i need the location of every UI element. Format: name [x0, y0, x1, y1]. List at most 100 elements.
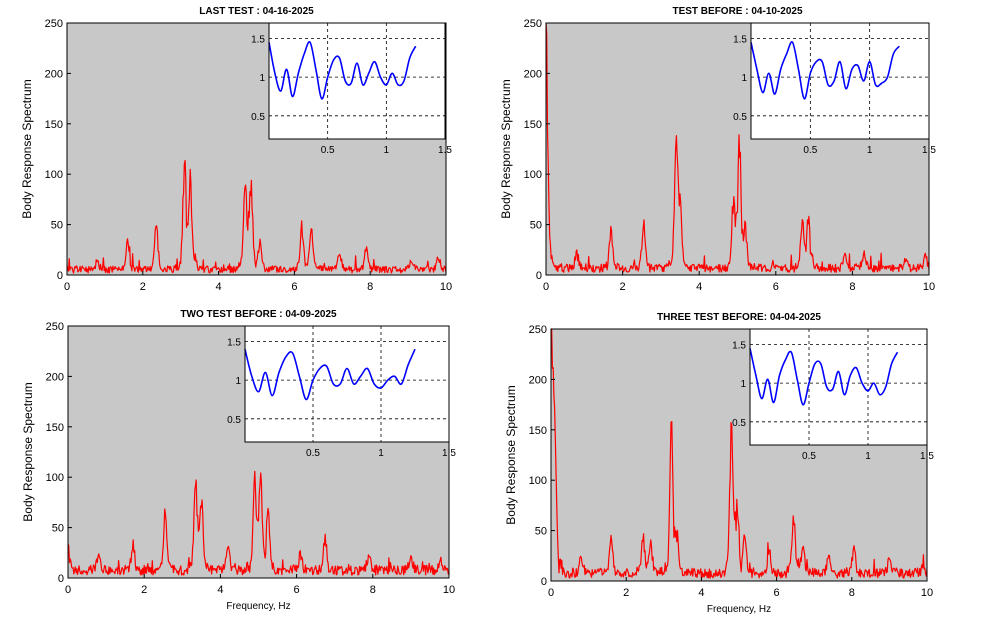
inset-plot: 0.5 1 1.5 0.5 1 1.5 [732, 328, 934, 462]
y-tick-label: 50 [51, 220, 63, 232]
y-tick-label: 0 [58, 573, 64, 585]
chart-title: LAST TEST : 04-16-2025 [199, 6, 314, 17]
y-tick-label: 50 [530, 220, 542, 232]
y-tick-label: 100 [524, 169, 542, 181]
inset-x-tick-label: 1 [384, 145, 390, 156]
inset-x-tick-label: 1.5 [442, 448, 456, 459]
x-tick-label: 4 [216, 281, 222, 293]
x-tick-label: 0 [548, 587, 554, 599]
inset-frame [244, 325, 450, 443]
inset-x-tick-label: 1 [865, 451, 871, 462]
y-axis-label: Body Response Spectrum [499, 79, 513, 218]
inset-x-tick-label: 0.5 [803, 145, 817, 156]
y-tick-label: 0 [536, 270, 542, 282]
x-tick-label: 6 [291, 281, 297, 293]
inset-frame [268, 22, 446, 140]
y-tick-label: 250 [524, 18, 542, 30]
y-tick-label: 150 [529, 425, 547, 437]
x-tick-label: 6 [294, 584, 300, 596]
x-axis-label: Frequency, Hz [707, 604, 771, 615]
inset-y-tick-label: 0.5 [732, 418, 746, 429]
inset-y-tick-label: 1.5 [733, 34, 747, 45]
y-axis-label: Body Response Spectrum [20, 79, 34, 218]
inset-series-line [750, 41, 900, 100]
inset-y-tick-label: 1.5 [227, 337, 241, 348]
x-axis-label: Frequency, Hz [226, 601, 290, 612]
y-tick-label: 0 [57, 270, 63, 282]
x-tick-label: 10 [923, 281, 935, 293]
inset-x-tick-label: 0.5 [306, 448, 320, 459]
y-axis-label: Body Response Spectrum [21, 382, 35, 521]
plot-frame [550, 328, 928, 582]
y-tick-label: 0 [541, 576, 547, 588]
x-tick-label: 0 [543, 281, 549, 293]
y-tick-label: 200 [45, 68, 63, 80]
inset-y-tick-label: 1 [741, 73, 747, 84]
y-tick-label: 150 [524, 119, 542, 131]
y-tick-label: 100 [46, 472, 64, 484]
inset-area [751, 23, 929, 139]
x-tick-label: 6 [774, 587, 780, 599]
inset-x-tick-label: 0.5 [321, 145, 335, 156]
y-tick-label: 200 [46, 371, 64, 383]
x-tick-label: 8 [849, 281, 855, 293]
x-tick-label: 4 [696, 281, 702, 293]
inset-y-tick-label: 1.5 [251, 34, 265, 45]
chart-title: THREE TEST BEFORE: 04-04-2025 [657, 312, 821, 323]
inset-y-tick-label: 1 [259, 73, 265, 84]
plot-frame [545, 22, 930, 276]
inset-x-tick-label: 1 [378, 448, 384, 459]
x-tick-label: 2 [140, 281, 146, 293]
inset-series-line [244, 348, 416, 401]
inset-frame [749, 328, 928, 446]
inset-area [750, 329, 927, 445]
inset-y-tick-label: 1 [740, 379, 746, 390]
inset-area [269, 23, 445, 139]
inset-plot: 0.5 1 1.5 0.5 1 1.5 [227, 325, 456, 459]
y-tick-label: 250 [529, 324, 547, 336]
x-tick-label: 2 [623, 587, 629, 599]
inset-x-tick-label: 1.5 [438, 145, 452, 156]
x-tick-label: 8 [370, 584, 376, 596]
y-tick-label: 100 [45, 169, 63, 181]
x-tick-label: 10 [440, 281, 452, 293]
x-tick-label: 4 [217, 584, 223, 596]
inset-x-tick-label: 1.5 [922, 145, 936, 156]
inset-series-line [749, 348, 899, 406]
inset-y-tick-label: 0.5 [251, 112, 265, 123]
inset-y-tick-label: 0.5 [227, 415, 241, 426]
inset-y-tick-label: 1.5 [732, 340, 746, 351]
inset-x-tick-label: 1.5 [920, 451, 934, 462]
inset-area [245, 326, 449, 442]
inset-x-tick-label: 0.5 [802, 451, 816, 462]
x-tick-label: 2 [141, 584, 147, 596]
inset-frame [750, 22, 930, 140]
inset-x-tick-label: 1 [867, 145, 873, 156]
inset-y-tick-label: 0.5 [733, 112, 747, 123]
x-tick-label: 8 [367, 281, 373, 293]
x-tick-label: 6 [773, 281, 779, 293]
inset-y-tick-label: 1 [235, 376, 241, 387]
y-tick-label: 150 [45, 119, 63, 131]
chart-title: TWO TEST BEFORE : 04-09-2025 [180, 309, 337, 320]
spectrum-series-line [66, 159, 447, 274]
chart-title: TEST BEFORE : 04-10-2025 [672, 6, 802, 17]
y-tick-label: 150 [46, 422, 64, 434]
x-tick-label: 8 [849, 587, 855, 599]
x-tick-label: 10 [921, 587, 933, 599]
y-tick-label: 250 [45, 18, 63, 30]
inset-series-line [268, 41, 417, 100]
x-tick-label: 0 [64, 281, 70, 293]
y-tick-label: 250 [46, 321, 64, 333]
x-tick-label: 4 [698, 587, 704, 599]
spectrum-series-line [545, 22, 930, 273]
spectrum-series-line [551, 328, 928, 579]
y-tick-label: 200 [529, 374, 547, 386]
x-tick-label: 2 [620, 281, 626, 293]
y-axis-label: Body Response Spectrum [504, 385, 518, 524]
y-tick-label: 50 [535, 526, 547, 538]
